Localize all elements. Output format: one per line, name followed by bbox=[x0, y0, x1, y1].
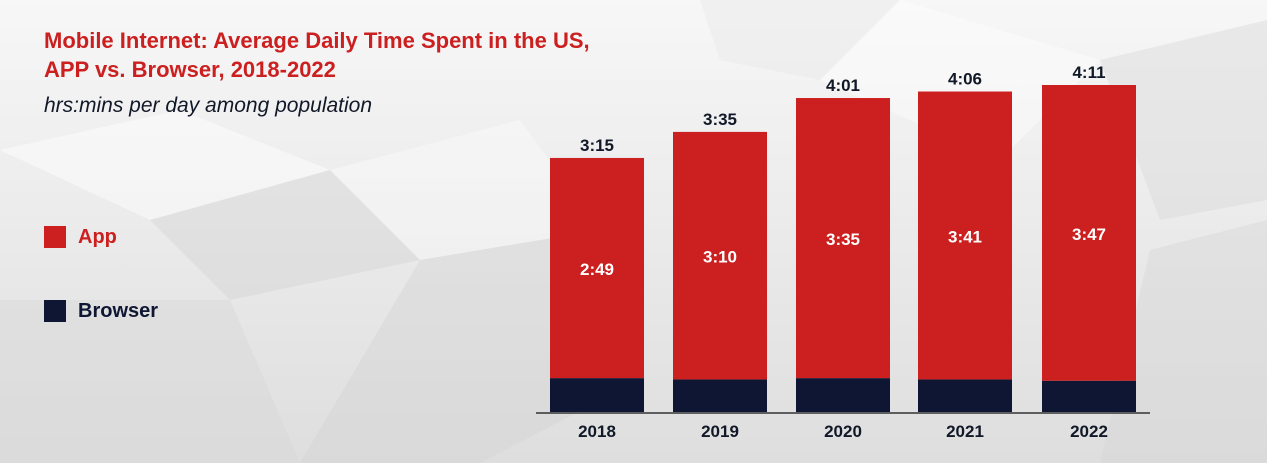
x-tick-label-2018: 2018 bbox=[578, 422, 616, 441]
total-label-2018: 3:15 bbox=[580, 136, 614, 155]
bar-app-2019 bbox=[673, 131, 767, 380]
x-tick-label-2020: 2020 bbox=[824, 422, 862, 441]
legend-label-app: App bbox=[78, 225, 117, 248]
legend-label-browser: Browser bbox=[78, 299, 159, 322]
bar-app-2022 bbox=[1042, 85, 1136, 381]
legend-item-app: App bbox=[44, 222, 158, 252]
chart-title: Mobile Internet: Average Daily Time Spen… bbox=[44, 26, 684, 84]
legend-item-browser: Browser bbox=[44, 296, 158, 326]
bar-browser-2019 bbox=[673, 379, 767, 412]
bar-app-2021 bbox=[918, 91, 1012, 380]
chart-title-line-2: APP vs. Browser, 2018-2022 bbox=[44, 57, 336, 82]
chart-legend: App Browser bbox=[44, 222, 158, 326]
bar-browser-2018 bbox=[550, 378, 644, 412]
x-tick-label-2021: 2021 bbox=[946, 422, 984, 441]
data-label-app-2020: 3:35 bbox=[826, 230, 860, 249]
x-tick-label-2022: 2022 bbox=[1070, 422, 1108, 441]
data-label-app-2021: 3:41 bbox=[948, 227, 982, 246]
data-label-app-2022: 3:47 bbox=[1072, 225, 1106, 244]
chart-title-line-1: Mobile Internet: Average Daily Time Spen… bbox=[44, 28, 590, 53]
total-label-2019: 3:35 bbox=[703, 110, 737, 129]
data-label-app-2018: 2:49 bbox=[580, 260, 614, 279]
chart-subtitle: hrs:mins per day among population bbox=[44, 94, 373, 117]
bar-browser-2020 bbox=[796, 378, 890, 412]
legend-swatch-app bbox=[44, 226, 66, 248]
x-tick-label-2019: 2019 bbox=[701, 422, 739, 441]
total-label-2021: 4:06 bbox=[948, 70, 982, 89]
bar-app-2020 bbox=[796, 98, 890, 379]
total-label-2020: 4:01 bbox=[826, 76, 860, 95]
legend-swatch-browser bbox=[44, 300, 66, 322]
bar-browser-2021 bbox=[918, 379, 1012, 412]
bar-app-2018 bbox=[550, 157, 644, 379]
bar-browser-2022 bbox=[1042, 380, 1136, 412]
total-label-2022: 4:11 bbox=[1072, 63, 1105, 82]
data-label-app-2019: 3:10 bbox=[703, 248, 737, 267]
